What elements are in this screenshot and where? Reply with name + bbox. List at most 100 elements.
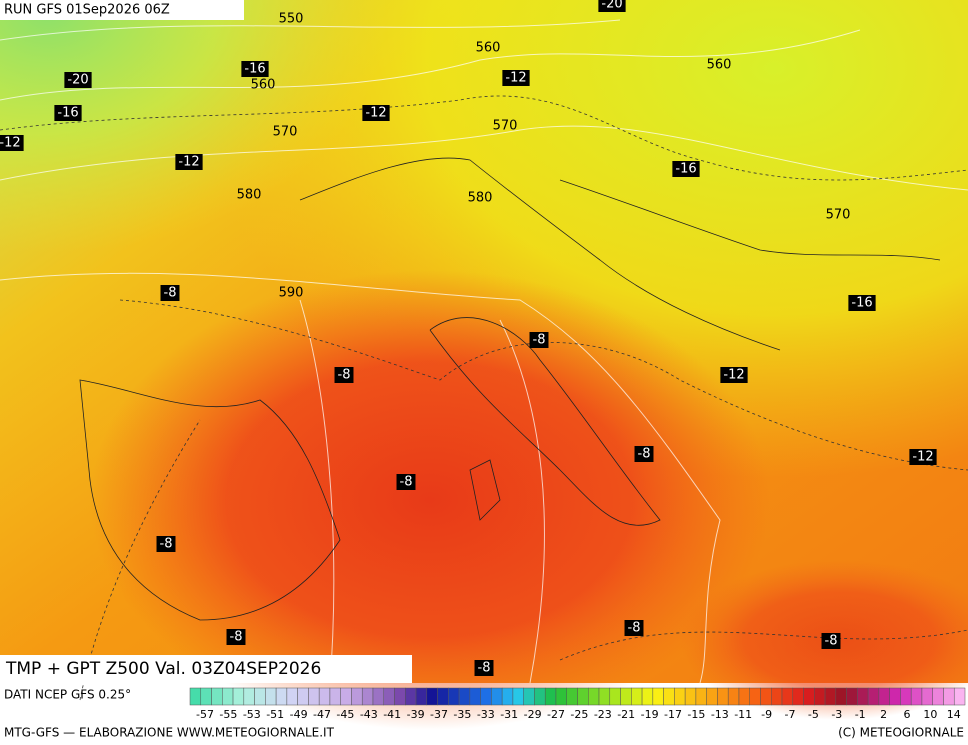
colorbar-swatch <box>609 687 621 706</box>
colorbar-label: -55 <box>219 708 237 721</box>
colorbar-label: -9 <box>761 708 772 721</box>
colorbar-swatch <box>189 687 202 706</box>
temperature-label: -20 <box>67 73 88 88</box>
colorbar-swatch <box>318 687 331 706</box>
temperature-label: -8 <box>338 368 351 383</box>
colorbar-label: -41 <box>383 708 401 721</box>
colorbar-swatch <box>275 687 288 706</box>
colorbar-swatch <box>749 687 761 706</box>
colorbar-swatch <box>631 687 643 706</box>
colorbar-swatch <box>512 687 524 706</box>
temperature-label-box <box>226 629 246 645</box>
colorbar-swatch <box>469 687 481 706</box>
colorbar-label: -15 <box>687 708 705 721</box>
height-label: 570 <box>493 119 518 134</box>
temperature-label-box <box>334 367 354 383</box>
colorbar-swatch <box>792 687 804 706</box>
temperature-label-box <box>0 135 24 151</box>
temperature-label: -16 <box>675 162 696 177</box>
colorbar-swatch <box>222 687 234 706</box>
colorbar-swatch <box>577 687 589 706</box>
colorbar-swatch <box>878 687 890 706</box>
temperature-label: -12 <box>723 368 744 383</box>
colorbar-swatch <box>480 687 492 706</box>
temperature-label: -16 <box>244 62 265 77</box>
height-label: 580 <box>237 188 262 203</box>
height-label: 560 <box>251 78 276 93</box>
temperature-label: -8 <box>533 333 546 348</box>
temperature-label-box <box>54 105 82 121</box>
colorbar-swatch <box>372 687 385 706</box>
colorbar-label: -5 <box>808 708 819 721</box>
colorbar-swatch <box>458 687 471 706</box>
height-label: 570 <box>826 208 851 223</box>
temperature-label: -12 <box>0 136 21 151</box>
colorbar-label: -21 <box>617 708 635 721</box>
colorbar-swatch <box>308 687 320 706</box>
colorbar-swatch <box>943 687 955 706</box>
colorbar-label: 6 <box>904 708 911 721</box>
colorbar-label: -57 <box>196 708 214 721</box>
colorbar-label: -3 <box>831 708 842 721</box>
colorbar-swatch <box>760 687 772 706</box>
temperature-label: -8 <box>230 630 243 645</box>
colorbar-label: -13 <box>711 708 729 721</box>
temperature-label-box <box>848 295 876 311</box>
temperature-label-box <box>175 154 203 170</box>
colorbar-swatch <box>566 687 578 706</box>
colorbar-label: -23 <box>594 708 612 721</box>
colorbar-swatch <box>652 687 664 706</box>
colorbar-swatch <box>329 687 341 706</box>
map-background <box>0 0 968 730</box>
colorbar-label: 2 <box>880 708 887 721</box>
temperature-label-box <box>672 161 700 177</box>
colorbar-swatch <box>674 687 686 706</box>
colorbar-label: -43 <box>360 708 378 721</box>
copyright: (C) METEOGIORNALE <box>838 726 964 740</box>
colorbar-swatch <box>200 687 212 706</box>
temperature-label: -8 <box>628 621 641 636</box>
colorbar-label: -35 <box>453 708 471 721</box>
temperature-label: -12 <box>505 71 526 86</box>
colorbar-swatch <box>426 687 438 706</box>
temperature-label-box <box>241 61 269 77</box>
temperature-label-box <box>598 0 626 12</box>
temperature-label-box <box>474 660 494 676</box>
colorbar-swatch <box>501 687 514 706</box>
temperature-label-box <box>720 367 748 383</box>
temperature-label: -8 <box>825 634 838 649</box>
colorbar-swatch <box>254 687 266 706</box>
colorbar-swatch <box>889 687 901 706</box>
temperature-label-box <box>529 332 549 348</box>
colorbar-swatch <box>932 687 944 706</box>
colorbar-swatch <box>641 687 654 706</box>
colorbar-swatch <box>803 687 815 706</box>
colorbar-swatch <box>900 687 912 706</box>
colorbar-swatch <box>523 687 535 706</box>
colorbar-swatch <box>211 687 223 706</box>
temperature-label: -20 <box>601 0 622 12</box>
colorbar-swatch <box>340 687 352 706</box>
colorbar-label: -51 <box>266 708 284 721</box>
temperature-label: -8 <box>638 447 651 462</box>
title-box <box>0 655 412 683</box>
temperature-label-box <box>624 620 644 636</box>
colorbar-swatch <box>448 687 460 706</box>
temperature-label-box <box>502 70 530 86</box>
temperature-label-box <box>821 633 841 649</box>
colorbar-swatch <box>415 687 428 706</box>
credit: MTG-GFS — ELABORAZIONE WWW.METEOGIORNALE… <box>4 726 335 740</box>
contours <box>0 19 968 684</box>
colorbar: -57 -55 -53 -51 -49 -47 -45 -43 -41 -39 -37 -35 -33-… <box>189 687 966 721</box>
temperature-label: -8 <box>164 286 177 301</box>
colorbar-swatch <box>534 687 546 706</box>
colorbar-label: -1 <box>855 708 866 721</box>
colorbar-swatch <box>857 687 869 706</box>
colorbar-swatch <box>706 687 718 706</box>
colorbar-swatch <box>265 687 277 706</box>
temperature-label-box <box>362 105 390 121</box>
run-label: RUN GFS 01Sep2026 06Z <box>4 3 170 18</box>
height-label: 580 <box>468 191 493 206</box>
height-label: 570 <box>273 125 298 140</box>
